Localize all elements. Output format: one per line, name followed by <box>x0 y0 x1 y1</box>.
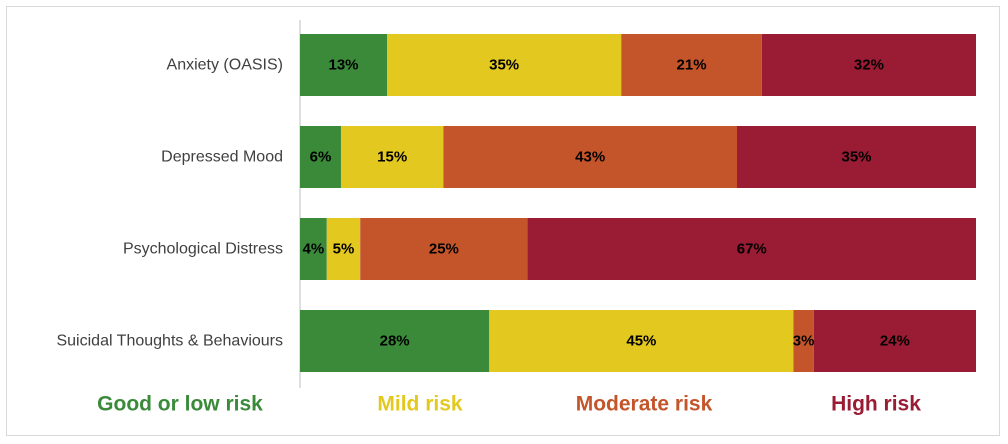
category-label-anxiety-oasis: Anxiety (OASIS) <box>167 57 283 74</box>
bar-segment-depressed-mood-moderate-risk <box>443 126 738 188</box>
bar-segment-psychological-distress-good-or-low-risk <box>300 218 327 280</box>
bar-segment-depressed-mood-high-risk <box>737 126 976 188</box>
category-label-depressed-mood: Depressed Mood <box>161 149 283 166</box>
data-label-suicidal-thoughts-and-behaviours-mild-risk: 45% <box>626 333 656 350</box>
legend-item-mild-risk: Mild risk <box>377 393 463 416</box>
bar-segment-suicidal-thoughts-and-behaviours-high-risk <box>813 310 976 372</box>
legend-item-good-or-low-risk: Good or low risk <box>97 393 263 416</box>
bar-segment-depressed-mood-mild-risk <box>340 126 444 188</box>
legend-item-high-risk: High risk <box>831 393 921 416</box>
bar-segment-anxiety-oasis-high-risk <box>761 34 976 96</box>
bar-segment-anxiety-oasis-good-or-low-risk <box>300 34 388 96</box>
bar-segment-suicidal-thoughts-and-behaviours-mild-risk <box>489 310 794 372</box>
data-label-depressed-mood-high-risk: 35% <box>841 149 871 166</box>
bar-segment-suicidal-thoughts-and-behaviours-good-or-low-risk <box>300 310 490 372</box>
bar-segment-suicidal-thoughts-and-behaviours-moderate-risk <box>793 310 814 372</box>
bar-segment-depressed-mood-good-or-low-risk <box>300 126 341 188</box>
bar-segment-psychological-distress-moderate-risk <box>360 218 528 280</box>
data-label-depressed-mood-moderate-risk: 43% <box>575 149 605 166</box>
data-label-psychological-distress-mild-risk: 5% <box>333 241 355 258</box>
bar-segment-anxiety-oasis-moderate-risk <box>621 34 762 96</box>
data-label-suicidal-thoughts-and-behaviours-good-or-low-risk: 28% <box>380 333 410 350</box>
bar-segment-psychological-distress-high-risk <box>527 218 976 280</box>
data-label-anxiety-oasis-moderate-risk: 21% <box>677 57 707 74</box>
data-label-anxiety-oasis-mild-risk: 35% <box>489 57 519 74</box>
bar-segment-anxiety-oasis-mild-risk <box>387 34 622 96</box>
bar-segment-psychological-distress-mild-risk <box>326 218 361 280</box>
data-label-anxiety-oasis-good-or-low-risk: 13% <box>328 57 358 74</box>
data-label-depressed-mood-mild-risk: 15% <box>377 149 407 166</box>
labels-layer: Anxiety (OASIS) 13% 35% 21% 32% Depressed Moo… <box>56 57 909 350</box>
data-label-suicidal-thoughts-and-behaviours-moderate-risk: 3% <box>793 333 815 350</box>
data-label-suicidal-thoughts-and-behaviours-high-risk: 24% <box>880 333 910 350</box>
data-label-depressed-mood-good-or-low-risk: 6% <box>310 149 332 166</box>
category-label-suicidal-thoughts-and-behaviours: Suicidal Thoughts & Behaviours <box>56 333 283 350</box>
legend-item-moderate-risk: Moderate risk <box>576 393 713 416</box>
data-label-psychological-distress-moderate-risk: 25% <box>429 241 459 258</box>
category-label-psychological-distress: Psychological Distress <box>123 241 283 258</box>
data-label-psychological-distress-high-risk: 67% <box>737 241 767 258</box>
bars-layer <box>300 34 976 372</box>
data-label-psychological-distress-good-or-low-risk: 4% <box>303 241 325 258</box>
legend: Good or low risk Mild risk Moderate risk Hi… <box>97 393 921 416</box>
data-label-anxiety-oasis-high-risk: 32% <box>854 57 884 74</box>
